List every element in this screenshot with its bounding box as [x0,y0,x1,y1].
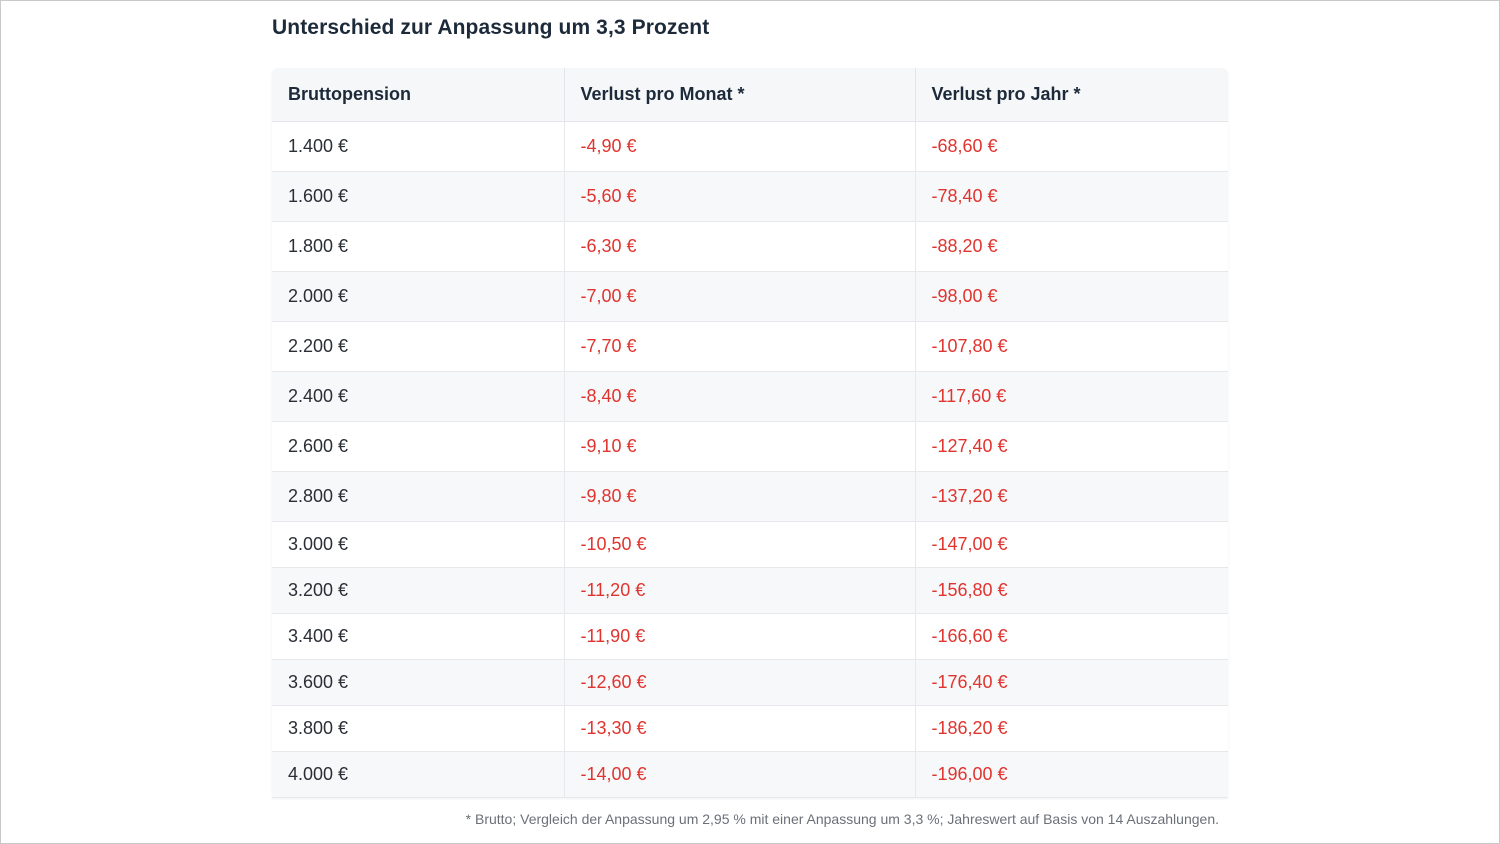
table-row: 4.000 € -14,00 € -196,00 € [272,751,1228,798]
cell-verlust-monat: -6,30 € [564,221,916,272]
cell-verlust-monat: -9,10 € [564,421,916,472]
table-row: 3.200 € -11,20 € -156,80 € [272,567,1228,614]
cell-verlust-monat: -11,90 € [564,613,916,660]
cell-bruttopension: 2.200 € [272,321,565,372]
cell-verlust-jahr: -88,20 € [915,221,1228,272]
cell-verlust-jahr: -117,60 € [915,371,1228,422]
cell-verlust-monat: -7,70 € [564,321,916,372]
cell-verlust-jahr: -147,00 € [915,521,1228,568]
cell-verlust-monat: -9,80 € [564,471,916,522]
table-container: Bruttopension Verlust pro Monat * Verlus… [272,68,1228,798]
cell-verlust-monat: -8,40 € [564,371,916,422]
cell-bruttopension: 3.000 € [272,521,565,568]
cell-verlust-jahr: -98,00 € [915,271,1228,322]
table-row: 3.000 € -10,50 € -147,00 € [272,521,1228,568]
cell-verlust-jahr: -78,40 € [915,171,1228,222]
cell-verlust-jahr: -156,80 € [915,567,1228,614]
cell-verlust-jahr: -127,40 € [915,421,1228,472]
cell-verlust-jahr: -107,80 € [915,321,1228,372]
table-row: 2.400 € -8,40 € -117,60 € [272,371,1228,422]
table-row: 3.400 € -11,90 € -166,60 € [272,613,1228,660]
cell-bruttopension: 1.600 € [272,171,565,222]
cell-verlust-monat: -11,20 € [564,567,916,614]
cell-verlust-monat: -13,30 € [564,705,916,752]
table-row: 3.800 € -13,30 € -186,20 € [272,705,1228,752]
cell-verlust-monat: -12,60 € [564,659,916,706]
table-row: 2.800 € -9,80 € -137,20 € [272,471,1228,522]
cell-bruttopension: 2.000 € [272,271,565,322]
cell-bruttopension: 1.400 € [272,121,565,172]
cell-bruttopension: 2.600 € [272,421,565,472]
cell-bruttopension: 4.000 € [272,751,565,798]
header-verlust-monat: Verlust pro Monat * [564,68,916,122]
cell-bruttopension: 1.800 € [272,221,565,272]
table-row: 2.000 € -7,00 € -98,00 € [272,271,1228,322]
cell-verlust-monat: -14,00 € [564,751,916,798]
cell-verlust-jahr: -68,60 € [915,121,1228,172]
table-header-row: Bruttopension Verlust pro Monat * Verlus… [272,68,1228,122]
table-row: 1.600 € -5,60 € -78,40 € [272,171,1228,222]
cell-verlust-jahr: -196,00 € [915,751,1228,798]
cell-bruttopension: 2.800 € [272,471,565,522]
header-bruttopension: Bruttopension [272,68,565,122]
table-row: 1.400 € -4,90 € -68,60 € [272,121,1228,172]
table-row: 3.600 € -12,60 € -176,40 € [272,659,1228,706]
page-title: Unterschied zur Anpassung um 3,3 Prozent [272,16,710,39]
cell-verlust-jahr: -166,60 € [915,613,1228,660]
header-verlust-jahr: Verlust pro Jahr * [915,68,1228,122]
cell-verlust-monat: -7,00 € [564,271,916,322]
cell-bruttopension: 3.200 € [272,567,565,614]
pension-table: Bruttopension Verlust pro Monat * Verlus… [272,68,1228,798]
cell-verlust-monat: -5,60 € [564,171,916,222]
footnote: * Brutto; Vergleich der Anpassung um 2,9… [465,811,1219,827]
cell-verlust-jahr: -176,40 € [915,659,1228,706]
cell-bruttopension: 2.400 € [272,371,565,422]
cell-verlust-monat: -10,50 € [564,521,916,568]
table-row: 2.200 € -7,70 € -107,80 € [272,321,1228,372]
cell-bruttopension: 3.600 € [272,659,565,706]
cell-bruttopension: 3.400 € [272,613,565,660]
cell-bruttopension: 3.800 € [272,705,565,752]
table-row: 1.800 € -6,30 € -88,20 € [272,221,1228,272]
table-row: 2.600 € -9,10 € -127,40 € [272,421,1228,472]
cell-verlust-jahr: -186,20 € [915,705,1228,752]
cell-verlust-monat: -4,90 € [564,121,916,172]
cell-verlust-jahr: -137,20 € [915,471,1228,522]
